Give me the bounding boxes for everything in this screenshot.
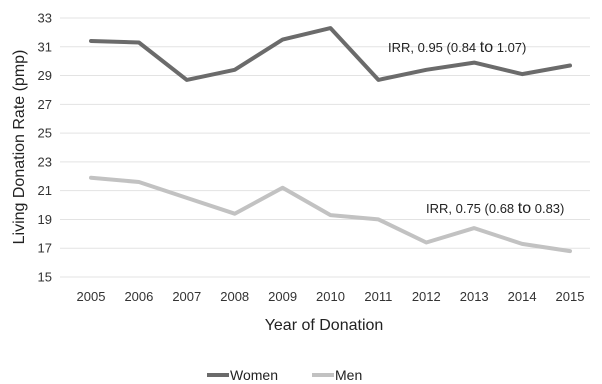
y-tick-label: 31	[38, 39, 52, 54]
x-tick-label: 2009	[268, 289, 297, 304]
y-tick-label: 33	[38, 11, 52, 26]
y-tick-label: 27	[38, 97, 52, 112]
series-line-men	[89, 175, 572, 254]
x-tick-label: 2013	[460, 289, 489, 304]
legend: Women Men	[207, 367, 362, 383]
annotation-women-to: to	[480, 39, 493, 56]
y-tick-label: 15	[38, 270, 52, 285]
x-tick-label: 2015	[556, 289, 585, 304]
annotation-men-suffix: 0.83)	[531, 201, 564, 216]
y-tick-label: 21	[38, 183, 52, 198]
x-tick-label: 2005	[77, 289, 106, 304]
y-tick-label: 17	[38, 241, 52, 256]
x-tick-label: 2007	[172, 289, 201, 304]
y-axis-title: Living Donation Rate (pmp)	[11, 50, 28, 245]
annotation-men-prefix: IRR, 0.75 (0.68	[426, 201, 518, 216]
x-axis-title: Year of Donation	[265, 317, 384, 334]
annotation-men-to: to	[518, 200, 531, 217]
annotation-men: IRR, 0.75 (0.68 to 0.83)	[426, 200, 564, 217]
annotation-women: IRR, 0.95 (0.84 to 1.07)	[388, 39, 526, 56]
annotation-women-prefix: IRR, 0.95 (0.84	[388, 40, 480, 55]
y-tick-labels: 15 17 19 21 23 25 27 29 31 33	[38, 11, 52, 285]
annotation-women-suffix: 1.07)	[493, 40, 526, 55]
x-tick-label: 2008	[220, 289, 249, 304]
x-tick-label: 2010	[316, 289, 345, 304]
y-tick-label: 23	[38, 154, 52, 169]
legend-label-men: Men	[335, 367, 362, 383]
series-lines	[89, 26, 572, 254]
y-tick-label: 25	[38, 126, 52, 141]
y-tick-label: 19	[38, 212, 52, 227]
gridlines	[60, 17, 590, 278]
x-tick-label: 2012	[412, 289, 441, 304]
y-tick-label: 29	[38, 68, 52, 83]
x-tick-labels: 2005 2006 2007 2008 2009 2010 2011 2012 2013 2014…	[77, 289, 585, 304]
x-tick-label: 2006	[124, 289, 153, 304]
series-line-women	[89, 26, 572, 82]
x-tick-label: 2011	[364, 289, 392, 304]
legend-label-women: Women	[230, 367, 278, 383]
x-tick-label: 2014	[508, 289, 537, 304]
